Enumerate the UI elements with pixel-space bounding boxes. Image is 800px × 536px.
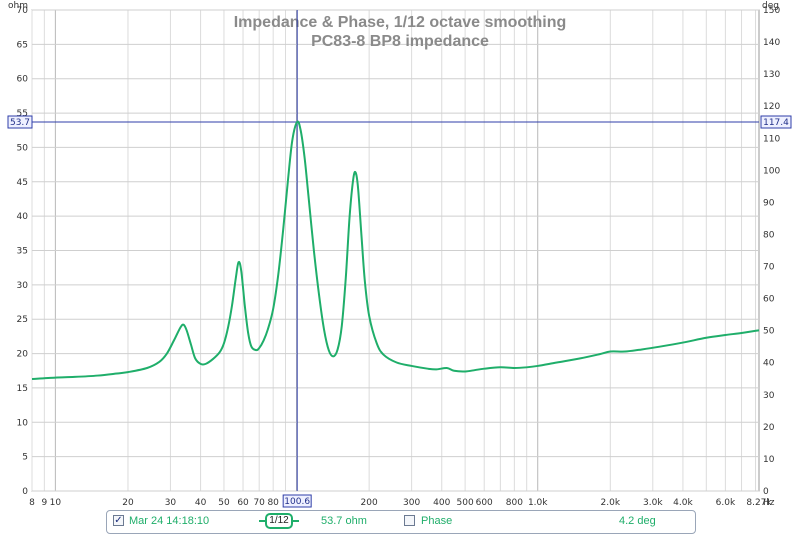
x-tick-label: 10 xyxy=(50,498,62,508)
x-tick-label: 40 xyxy=(195,498,207,508)
y-tick-label: 65 xyxy=(17,40,28,50)
y-tick-label: 45 xyxy=(17,178,28,188)
trace-name: Mar 24 14:18:10 xyxy=(129,515,210,527)
y-tick-label: 25 xyxy=(17,315,28,325)
x-tick-label: 80 xyxy=(267,498,279,508)
chart-subtitle: PC83-8 BP8 impedance xyxy=(311,33,489,50)
y2-tick-label: 100 xyxy=(763,166,780,176)
impedance-trace xyxy=(31,120,760,380)
chart-title: Impedance & Phase, 1/12 octave smoothing xyxy=(234,14,567,31)
x-tick-label: 500 xyxy=(457,498,474,508)
grid-lines xyxy=(31,9,759,492)
y2-tick-label: 40 xyxy=(763,359,775,369)
y-axis-unit: ohm xyxy=(8,1,28,11)
x-tick-label: 3.0k xyxy=(643,498,663,508)
cursor-y-readout: 53.7 xyxy=(10,118,30,128)
y-tick-label: 40 xyxy=(17,212,29,222)
y-tick-label: 70 xyxy=(17,6,29,16)
y2-axis-ticks: 0 10 20 30 40 50 60 70 80 90 100 110 120 130 140 150 xyxy=(763,6,780,497)
x-tick-label: 6.0k xyxy=(716,498,736,508)
cursor-y2-readout-box xyxy=(760,115,792,129)
y-tick-label: 10 xyxy=(17,418,29,428)
trace-value: 53.7 ohm xyxy=(321,515,367,527)
y2-tick-label: 0 xyxy=(763,487,769,497)
y2-tick-label: 150 xyxy=(763,6,780,16)
phase-value: 4.2 deg xyxy=(619,515,656,527)
x-tick-label: 200 xyxy=(361,498,378,508)
cursor[interactable]: 100.6 53.7 117.4 xyxy=(7,10,792,508)
y-tick-label: 15 xyxy=(17,384,28,394)
y-tick-label: 50 xyxy=(17,143,29,153)
y-tick-label: 35 xyxy=(17,247,28,257)
y2-tick-label: 90 xyxy=(763,198,775,208)
x-tick-label: 50 xyxy=(218,498,230,508)
y2-tick-label: 30 xyxy=(763,391,775,401)
y-tick-label: 60 xyxy=(17,75,29,85)
impedance-chart[interactable]: 8 9 10 20 30 40 50 60 70 80 200 300 400 500 600 800 1.0k… xyxy=(0,0,800,510)
smoothing-indicator[interactable]: 1/12 xyxy=(259,513,299,529)
cursor-x-readout: 100.6 xyxy=(284,497,310,507)
x-tick-label: 8.27k xyxy=(746,498,772,508)
x-tick-label: 9 xyxy=(41,498,47,508)
y-axis-ticks: 0 5 10 15 20 25 30 35 40 45 50 55 60 65 70 xyxy=(17,6,29,497)
x-axis-unit: Hz xyxy=(763,498,775,508)
y2-tick-label: 50 xyxy=(763,327,775,337)
y2-tick-label: 20 xyxy=(763,423,775,433)
x-axis-ticks: 8 9 10 20 30 40 50 60 70 80 200 300 400 500 600 800 1.0k… xyxy=(29,498,772,508)
y2-axis-unit: deg xyxy=(762,1,779,11)
y2-tick-label: 140 xyxy=(763,38,780,48)
y-tick-label: 20 xyxy=(17,350,29,360)
cursor-x-readout-box xyxy=(282,494,312,508)
y2-tick-label: 110 xyxy=(763,134,780,144)
y2-tick-label: 70 xyxy=(763,263,775,273)
y2-tick-label: 10 xyxy=(763,455,775,465)
y2-tick-label: 130 xyxy=(763,70,780,80)
y-tick-label: 5 xyxy=(22,453,28,463)
x-tick-label: 70 xyxy=(253,498,265,508)
x-tick-label: 600 xyxy=(476,498,493,508)
y-tick-label: 55 xyxy=(17,109,28,119)
cursor-y-readout-box xyxy=(7,115,33,129)
x-tick-label: 8 xyxy=(29,498,35,508)
x-tick-label: 60 xyxy=(237,498,249,508)
y2-tick-label: 80 xyxy=(763,230,775,240)
phase-label: Phase xyxy=(421,515,453,527)
x-tick-label: 300 xyxy=(403,498,420,508)
cursor-y2-readout: 117.4 xyxy=(763,118,789,128)
y-tick-label: 0 xyxy=(22,487,28,497)
y2-tick-label: 60 xyxy=(763,295,775,305)
y2-tick-label: 120 xyxy=(763,102,780,112)
x-tick-label: 800 xyxy=(506,498,523,508)
x-tick-label: 20 xyxy=(122,498,134,508)
phase-visibility-checkbox[interactable] xyxy=(404,515,415,526)
legend-bar: ✓ Mar 24 14:18:10 1/12 53.7 ohm Phase 4.… xyxy=(106,510,696,534)
y-tick-label: 30 xyxy=(17,281,29,291)
x-tick-label: 1.0k xyxy=(528,498,548,508)
x-tick-label: 2.0k xyxy=(601,498,621,508)
trace-visibility-checkbox[interactable]: ✓ xyxy=(113,515,124,526)
x-tick-label: 30 xyxy=(165,498,177,508)
x-tick-label: 400 xyxy=(433,498,450,508)
x-tick-label: 4.0k xyxy=(673,498,693,508)
